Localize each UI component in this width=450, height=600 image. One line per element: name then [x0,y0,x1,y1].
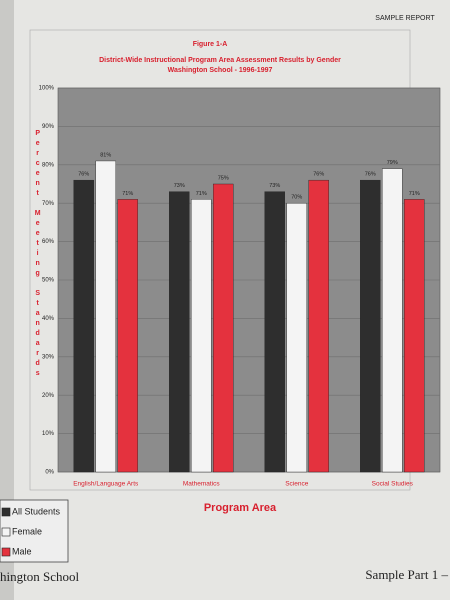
value-label: 79% [387,160,398,166]
y-tick-label: 30% [42,354,55,360]
x-axis-label: Program Area [204,502,277,514]
legend-label: All Students [12,506,61,516]
page-edge [0,0,14,600]
y-tick-label: 100% [39,86,55,92]
y-tick-label: 10% [42,431,55,437]
y-tick-label: 40% [42,316,55,322]
x-tick-label: Mathematics [183,481,221,488]
footer-left: hington School [0,569,79,584]
x-tick-label: Science [285,481,309,488]
legend-box [0,499,69,563]
value-label: 71% [409,191,420,197]
bar [308,179,329,473]
bar [264,191,285,473]
y-tick-label: 90% [42,124,55,130]
bar [191,199,212,473]
bar [360,179,381,473]
value-label: 75% [218,175,229,181]
value-label: 71% [196,191,207,197]
value-label: 76% [78,172,89,178]
figure-label: Figure 1-A [193,41,228,48]
bar [213,183,234,473]
value-label: 81% [100,152,111,158]
bar [95,160,116,473]
bar [169,191,190,473]
bar [382,168,403,473]
chart-title: District-Wide Instructional Program Area… [99,57,341,64]
y-axis-label: Percent Meeting Standards [34,130,41,380]
value-label: 70% [291,195,302,201]
chart-subtitle: Washington School - 1996-1997 [168,67,273,74]
value-label: 73% [269,183,280,189]
bar [117,199,138,473]
footer-right: Sample Part 1 – [365,567,448,582]
bar [286,202,307,473]
bar [73,179,94,473]
legend-label: Male [12,546,32,556]
x-tick-label: English/Language Arts [73,481,139,488]
y-tick-label: 20% [42,393,55,399]
legend-swatch [1,507,11,517]
y-tick-label: 70% [42,201,55,207]
legend-swatch [1,527,11,537]
y-tick-label: 0% [45,470,54,476]
value-label: 76% [313,172,324,178]
y-tick-label: 80% [42,162,55,168]
legend-swatch [1,547,11,557]
y-tick-label: 60% [42,239,55,245]
x-tick-label: Social Studies [372,481,414,488]
value-label: 76% [365,172,376,178]
header: SAMPLE REPORT [375,15,435,22]
y-tick-label: 50% [42,278,55,284]
value-label: 73% [174,183,185,189]
legend-label: Female [12,526,42,536]
value-label: 71% [122,191,133,197]
bar [404,199,425,473]
